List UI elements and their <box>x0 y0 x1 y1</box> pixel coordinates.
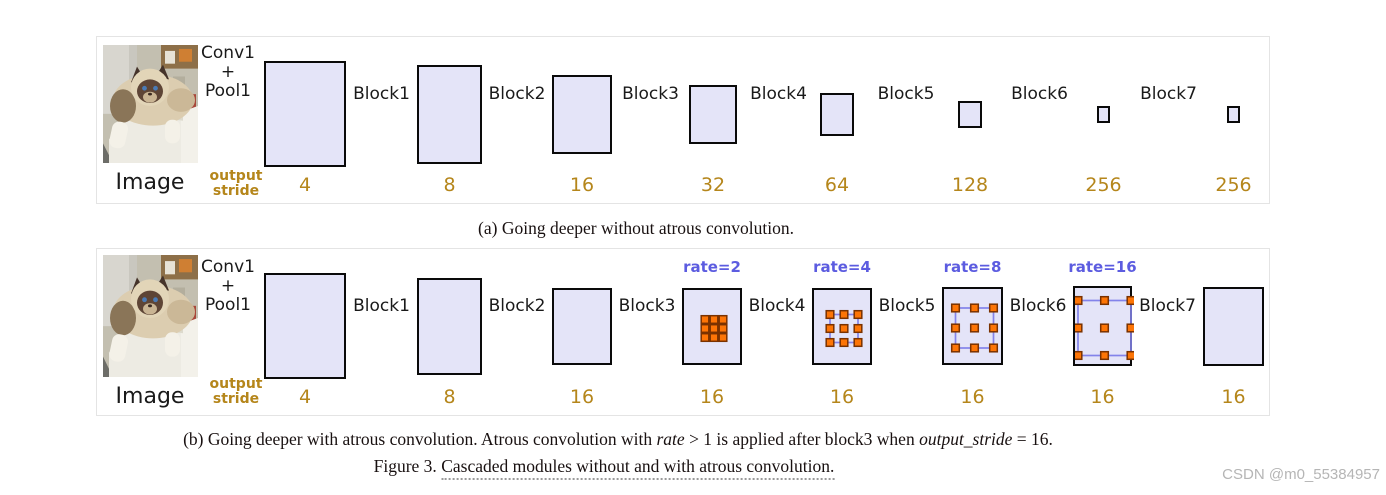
caption-b-math-term: rate <box>656 429 685 449</box>
caption-b-text: (b) Going deeper with atrous convolution… <box>183 429 657 449</box>
arrow-label-block7: Block7 <box>1140 84 1197 104</box>
output-stride-value: 16 <box>829 386 855 408</box>
arrow-label-block6: Block6 <box>1011 84 1068 104</box>
atrous-sampling-grid <box>950 303 999 353</box>
arrow-label-block5: Block5 <box>878 296 936 316</box>
arrow-label-block2: Block2 <box>488 296 546 316</box>
feature-map-block <box>417 64 482 164</box>
output-stride-value: 16 <box>569 174 595 196</box>
output-stride-value: 128 <box>951 174 989 196</box>
arrow-label-block1: Block1 <box>353 84 410 104</box>
conv-pool-label: Conv1 + Pool1 <box>196 258 260 315</box>
cat-photo-graphic <box>103 45 198 163</box>
output-stride-value: 4 <box>298 386 312 408</box>
arrow-label-block1: Block1 <box>353 296 410 316</box>
feature-map-block <box>552 287 612 365</box>
feature-map-block <box>552 74 612 154</box>
output-stride-label-line: stride <box>212 182 260 199</box>
feature-map-block <box>417 277 482 375</box>
cat-photo <box>103 255 198 377</box>
output-stride-label-line: output <box>209 168 263 184</box>
conv-pool-label-line: + <box>220 276 236 296</box>
cat-photo <box>103 45 198 163</box>
output-stride-value: 8 <box>443 386 456 408</box>
atrous-sampling-grid <box>1075 295 1134 361</box>
output-stride-value: 32 <box>700 174 726 196</box>
image-label: Image <box>115 170 185 195</box>
arrow-label-block3: Block3 <box>618 296 676 316</box>
arrow-label-block3: Block3 <box>622 84 679 104</box>
cat-photo-graphic <box>103 255 198 377</box>
rate-label: rate=16 <box>1068 258 1137 276</box>
caption-b-text: > 1 is applied after block3 when <box>684 429 920 449</box>
conv-pool-label-line: Conv1 <box>201 257 255 277</box>
output-stride-value: 256 <box>1215 174 1252 196</box>
arrow-label-block4: Block4 <box>748 296 806 316</box>
feature-map-block <box>812 287 872 365</box>
figure-caption: Figure 3. Cascaded modules without and w… <box>373 456 835 480</box>
feature-map-block <box>942 287 1003 365</box>
caption-b-math-term: output_stride <box>919 429 1013 449</box>
feature-map-block <box>682 287 742 365</box>
output-stride-value: 4 <box>298 174 312 196</box>
output-stride-label-line: output <box>209 376 263 392</box>
feature-map-block <box>264 273 346 379</box>
output-stride-value: 16 <box>569 386 595 408</box>
rate-label: rate=4 <box>813 258 871 276</box>
output-stride-label: output stride <box>206 377 266 406</box>
output-stride-value: 256 <box>1085 174 1122 196</box>
feature-map-block <box>264 61 346 167</box>
output-stride-value: 16 <box>1090 386 1115 408</box>
output-stride-value: 16 <box>960 386 985 408</box>
feature-map-block <box>1097 105 1110 123</box>
output-stride-label-line: stride <box>212 390 260 407</box>
output-stride-value: 64 <box>824 174 850 196</box>
image-label: Image <box>115 384 185 409</box>
figure-caption-title: Cascaded modules without and with atrous… <box>441 456 835 480</box>
conv-pool-label-line: Pool1 <box>205 81 251 101</box>
feature-map-block <box>958 100 982 128</box>
arrow-label-block6: Block6 <box>1009 296 1067 316</box>
rate-label: rate=2 <box>683 258 741 276</box>
arrow-label-block4: Block4 <box>750 84 807 104</box>
caption-a: (a) Going deeper without atrous convolut… <box>478 218 794 238</box>
feature-map-block <box>689 84 737 144</box>
atrous-sampling-grid <box>700 314 728 342</box>
arrow-label-block7: Block7 <box>1139 296 1196 316</box>
output-stride-value: 8 <box>443 174 456 196</box>
watermark: CSDN @m0_55384957 <box>1222 466 1380 483</box>
arrow-label-block2: Block2 <box>488 84 546 104</box>
conv-pool-label: Conv1 + Pool1 <box>196 44 260 101</box>
feature-map-block <box>1227 105 1240 123</box>
figure-caption-prefix: Figure 3. <box>373 456 442 476</box>
conv-pool-label-line: Conv1 <box>201 43 255 63</box>
conv-pool-label-line: Pool1 <box>205 295 251 315</box>
arrow-label-block5: Block5 <box>877 84 935 104</box>
output-stride-value: 16 <box>699 386 725 408</box>
output-stride-value: 16 <box>1221 386 1246 408</box>
caption-b: (b) Going deeper with atrous convolution… <box>183 429 1053 450</box>
caption-b-text: = 16. <box>1012 429 1053 449</box>
rate-label: rate=8 <box>943 258 1002 276</box>
feature-map-block <box>1203 286 1264 366</box>
feature-map-block <box>1073 286 1134 366</box>
conv-pool-label-line: + <box>220 62 236 82</box>
atrous-sampling-grid <box>825 309 863 347</box>
feature-map-block <box>820 92 854 136</box>
output-stride-label: output stride <box>206 169 266 198</box>
